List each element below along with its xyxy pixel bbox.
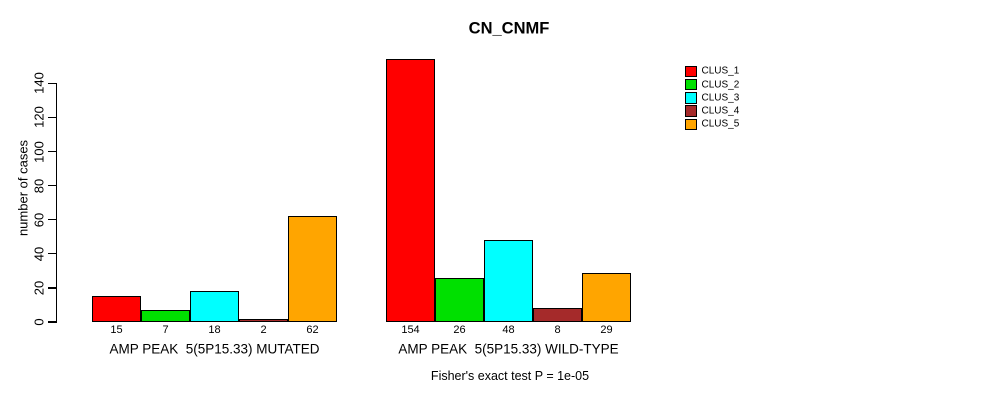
- bar-clus_4-group2: [533, 308, 582, 322]
- group-label: AMP PEAK 5(5P15.33) WILD-TYPE: [398, 341, 619, 356]
- legend-swatch-clus_4: [685, 105, 697, 117]
- bar-value-label: 154: [401, 324, 420, 336]
- legend-label-clus_3: CLUS_3: [701, 92, 740, 104]
- bar-value-label: 62: [306, 324, 319, 336]
- y-axis-tick: [47, 321, 56, 323]
- bar-value-label: 48: [502, 324, 515, 336]
- bar-value-label: 18: [208, 324, 221, 336]
- chart-title: CN_CNMF: [468, 19, 550, 38]
- y-axis-tick: [47, 287, 56, 289]
- bar-value-label: 8: [554, 324, 561, 336]
- y-axis-tick: [47, 116, 56, 119]
- bar-clus_4-group1: [239, 318, 288, 322]
- y-axis-tick: [47, 82, 56, 85]
- legend-label-clus_2: CLUS_2: [701, 79, 740, 91]
- bar-value-label: 15: [110, 324, 123, 336]
- bar-clus_1-group2: [386, 59, 435, 322]
- bar-value-label: 26: [453, 324, 466, 336]
- bar-value-label: 29: [600, 324, 613, 336]
- y-axis-tick-label: 40: [31, 246, 47, 262]
- legend-swatch-clus_3: [685, 92, 697, 104]
- y-axis-tick: [47, 150, 56, 153]
- y-axis-tick-label: 20: [31, 280, 47, 296]
- y-axis-tick-label: 140: [31, 72, 47, 95]
- fisher-test-annotation: Fisher's exact test P = 1e-05: [430, 369, 590, 383]
- legend-label-clus_5: CLUS_5: [701, 118, 740, 130]
- bar-clus_2-group2: [435, 277, 484, 322]
- y-axis-tick-label: 60: [31, 212, 47, 227]
- bar-clus_3-group2: [484, 240, 533, 322]
- y-axis-tick-label: 0: [31, 318, 47, 326]
- y-axis-line: [55, 83, 57, 323]
- group-label: AMP PEAK 5(5P15.33) MUTATED: [109, 341, 320, 356]
- y-axis-label: number of cases: [15, 139, 31, 237]
- bar-value-label: 7: [162, 324, 169, 336]
- bar-clus_1-group1: [92, 296, 141, 322]
- legend-swatch-clus_1: [685, 65, 697, 77]
- y-axis-tick: [47, 184, 56, 187]
- legend-label-clus_1: CLUS_1: [701, 65, 740, 77]
- bar-value-label: 2: [260, 324, 267, 336]
- y-axis-tick-label: 120: [31, 106, 47, 129]
- y-axis-tick-label: 100: [31, 140, 47, 163]
- y-axis-tick: [47, 219, 56, 221]
- legend-label-clus_4: CLUS_4: [701, 105, 740, 117]
- legend-swatch-clus_2: [685, 78, 697, 91]
- legend-swatch-clus_5: [685, 118, 697, 131]
- bar-clus_5-group2: [582, 272, 631, 322]
- y-axis-tick-label: 80: [31, 178, 47, 193]
- bar-clus_5-group1: [288, 216, 337, 322]
- bar-clus_2-group1: [141, 310, 190, 322]
- bar-clus_3-group1: [190, 291, 239, 322]
- y-axis-tick: [47, 253, 56, 255]
